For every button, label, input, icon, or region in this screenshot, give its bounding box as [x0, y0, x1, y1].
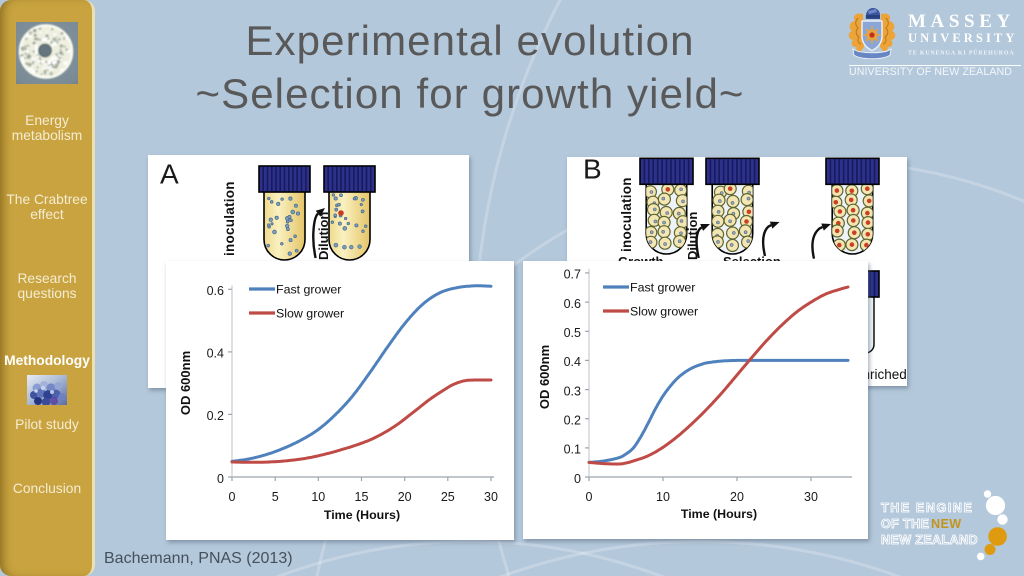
svg-text:0.5: 0.5 — [564, 326, 581, 340]
svg-text:OF THE: OF THE — [881, 517, 929, 531]
svg-text:0.6: 0.6 — [564, 297, 581, 311]
svg-text:Fast grower: Fast grower — [630, 281, 695, 295]
svg-text:0.7: 0.7 — [564, 268, 581, 282]
svg-text:0.4: 0.4 — [564, 355, 581, 369]
svg-text:0.1: 0.1 — [564, 443, 581, 457]
svg-text:20: 20 — [398, 490, 412, 504]
svg-text:Fast grower: Fast grower — [276, 283, 341, 297]
svg-text:Slow grower: Slow grower — [630, 305, 698, 319]
svg-text:25: 25 — [441, 490, 455, 504]
svg-text:TE KUNENGA KI PŪREHUROA: TE KUNENGA KI PŪREHUROA — [908, 50, 1014, 57]
svg-text:inoculation: inoculation — [222, 181, 237, 256]
svg-text:OD 600nm: OD 600nm — [537, 345, 552, 409]
svg-text:0.2: 0.2 — [564, 414, 581, 428]
svg-text:0: 0 — [217, 472, 224, 486]
svg-text:20: 20 — [730, 490, 744, 504]
svg-text:Time (Hours): Time (Hours) — [681, 507, 757, 521]
svg-text:0.3: 0.3 — [564, 384, 581, 398]
svg-text:Slow grower: Slow grower — [276, 307, 344, 321]
svg-text:THE ENGINE: THE ENGINE — [881, 501, 973, 515]
svg-text:30: 30 — [484, 490, 498, 504]
svg-text:B: B — [583, 157, 602, 185]
svg-text:A: A — [160, 159, 179, 190]
svg-text:0: 0 — [586, 490, 593, 504]
svg-text:NEW ZEALAND: NEW ZEALAND — [881, 533, 978, 547]
svg-text:0.2: 0.2 — [207, 409, 224, 423]
svg-text:15: 15 — [355, 490, 369, 504]
svg-text:Dilution: Dilution — [316, 212, 331, 260]
svg-text:10: 10 — [656, 490, 670, 504]
svg-text:0: 0 — [574, 472, 581, 486]
svg-text:30: 30 — [804, 490, 818, 504]
svg-text:OD 600nm: OD 600nm — [178, 351, 193, 415]
svg-text:NEW: NEW — [931, 517, 961, 531]
svg-text:inoculation: inoculation — [619, 177, 634, 252]
svg-text:0.6: 0.6 — [207, 284, 224, 298]
svg-text:MASSEY: MASSEY — [908, 11, 1015, 32]
svg-text:0: 0 — [229, 490, 236, 504]
svg-text:UNIVERSITY: UNIVERSITY — [908, 31, 1018, 45]
svg-text:0.4: 0.4 — [207, 347, 224, 361]
svg-text:10: 10 — [311, 490, 325, 504]
svg-text:Time (Hours): Time (Hours) — [324, 508, 400, 522]
svg-text:5: 5 — [272, 490, 279, 504]
